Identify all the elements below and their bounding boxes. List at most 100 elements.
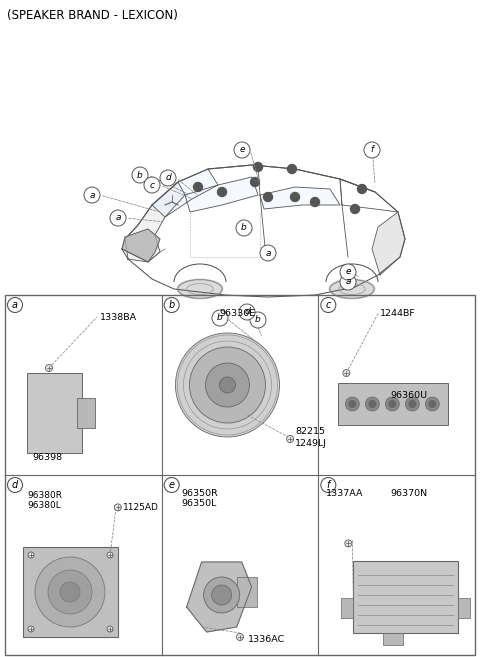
Circle shape	[290, 193, 300, 202]
Text: 1338BA: 1338BA	[100, 313, 137, 321]
Text: e: e	[345, 267, 351, 277]
Circle shape	[405, 397, 420, 411]
Text: (SPEAKER BRAND - LEXICON): (SPEAKER BRAND - LEXICON)	[7, 9, 178, 22]
Text: a: a	[12, 300, 18, 310]
Circle shape	[345, 540, 352, 547]
Circle shape	[132, 167, 148, 183]
Circle shape	[46, 365, 52, 371]
Circle shape	[160, 170, 176, 186]
Circle shape	[264, 193, 273, 202]
Circle shape	[358, 185, 367, 194]
Text: e: e	[239, 145, 245, 154]
Text: 96370N: 96370N	[390, 489, 428, 497]
Circle shape	[110, 210, 126, 226]
Circle shape	[345, 397, 360, 411]
Polygon shape	[260, 187, 340, 209]
Circle shape	[388, 400, 396, 408]
Text: 1336AC: 1336AC	[248, 635, 285, 643]
Ellipse shape	[329, 279, 375, 299]
Text: 96380L: 96380L	[27, 501, 61, 510]
Polygon shape	[125, 182, 185, 262]
Text: d: d	[165, 173, 171, 183]
Circle shape	[219, 377, 236, 393]
Circle shape	[408, 400, 416, 408]
Circle shape	[343, 369, 350, 376]
Circle shape	[287, 436, 294, 443]
Text: b: b	[217, 313, 223, 323]
Polygon shape	[187, 562, 252, 632]
FancyBboxPatch shape	[353, 561, 458, 633]
Text: 82215: 82215	[295, 426, 325, 436]
Text: 1337AA: 1337AA	[326, 489, 364, 497]
Circle shape	[107, 552, 113, 558]
Text: 96398: 96398	[32, 453, 62, 461]
Circle shape	[28, 626, 34, 632]
FancyBboxPatch shape	[338, 383, 448, 425]
Circle shape	[311, 198, 320, 206]
Circle shape	[205, 363, 250, 407]
Text: 96350L: 96350L	[181, 499, 217, 509]
Circle shape	[368, 400, 376, 408]
Text: b: b	[168, 300, 175, 310]
Text: 96360U: 96360U	[390, 390, 428, 399]
Circle shape	[60, 582, 80, 602]
Text: 96330E: 96330E	[219, 309, 255, 317]
Circle shape	[237, 633, 243, 641]
Circle shape	[340, 274, 356, 290]
Circle shape	[144, 177, 160, 193]
FancyBboxPatch shape	[23, 547, 118, 637]
Circle shape	[236, 220, 252, 236]
Text: c: c	[325, 300, 331, 310]
Text: b: b	[137, 171, 143, 179]
Polygon shape	[152, 169, 218, 217]
Text: 1249LJ: 1249LJ	[295, 438, 327, 447]
Circle shape	[385, 397, 399, 411]
Circle shape	[217, 187, 227, 196]
Text: b: b	[255, 315, 261, 325]
Circle shape	[114, 504, 121, 511]
Polygon shape	[122, 229, 160, 262]
Text: a: a	[265, 248, 271, 258]
Bar	[458, 598, 470, 618]
Circle shape	[288, 164, 297, 173]
Text: 1125AD: 1125AD	[123, 503, 159, 512]
Bar	[341, 598, 353, 618]
Polygon shape	[185, 177, 258, 212]
Circle shape	[84, 187, 100, 203]
Bar	[77, 398, 95, 428]
Text: f: f	[327, 480, 330, 490]
Ellipse shape	[177, 279, 223, 299]
Text: d: d	[12, 480, 18, 490]
Text: a: a	[345, 277, 351, 286]
Circle shape	[250, 312, 266, 328]
Circle shape	[348, 400, 356, 408]
Text: a: a	[115, 214, 121, 223]
Circle shape	[251, 177, 260, 187]
Circle shape	[28, 552, 34, 558]
Circle shape	[425, 397, 439, 411]
Text: c: c	[149, 181, 155, 189]
Bar	[237, 577, 257, 607]
Text: d: d	[244, 307, 250, 317]
Circle shape	[239, 304, 255, 320]
Circle shape	[212, 585, 232, 605]
Text: a: a	[89, 191, 95, 200]
Text: f: f	[371, 145, 373, 154]
Text: e: e	[168, 480, 175, 490]
Circle shape	[190, 347, 265, 423]
Circle shape	[350, 204, 360, 214]
Text: b: b	[241, 223, 247, 233]
Circle shape	[234, 142, 250, 158]
Text: 96380R: 96380R	[27, 491, 62, 499]
Circle shape	[107, 626, 113, 632]
Bar	[384, 633, 403, 645]
Circle shape	[428, 400, 436, 408]
FancyBboxPatch shape	[27, 373, 82, 453]
Text: 1244BF: 1244BF	[380, 309, 416, 317]
Circle shape	[48, 570, 92, 614]
Circle shape	[260, 245, 276, 261]
Circle shape	[176, 333, 279, 437]
Circle shape	[193, 183, 203, 191]
Circle shape	[364, 142, 380, 158]
Polygon shape	[372, 212, 405, 275]
